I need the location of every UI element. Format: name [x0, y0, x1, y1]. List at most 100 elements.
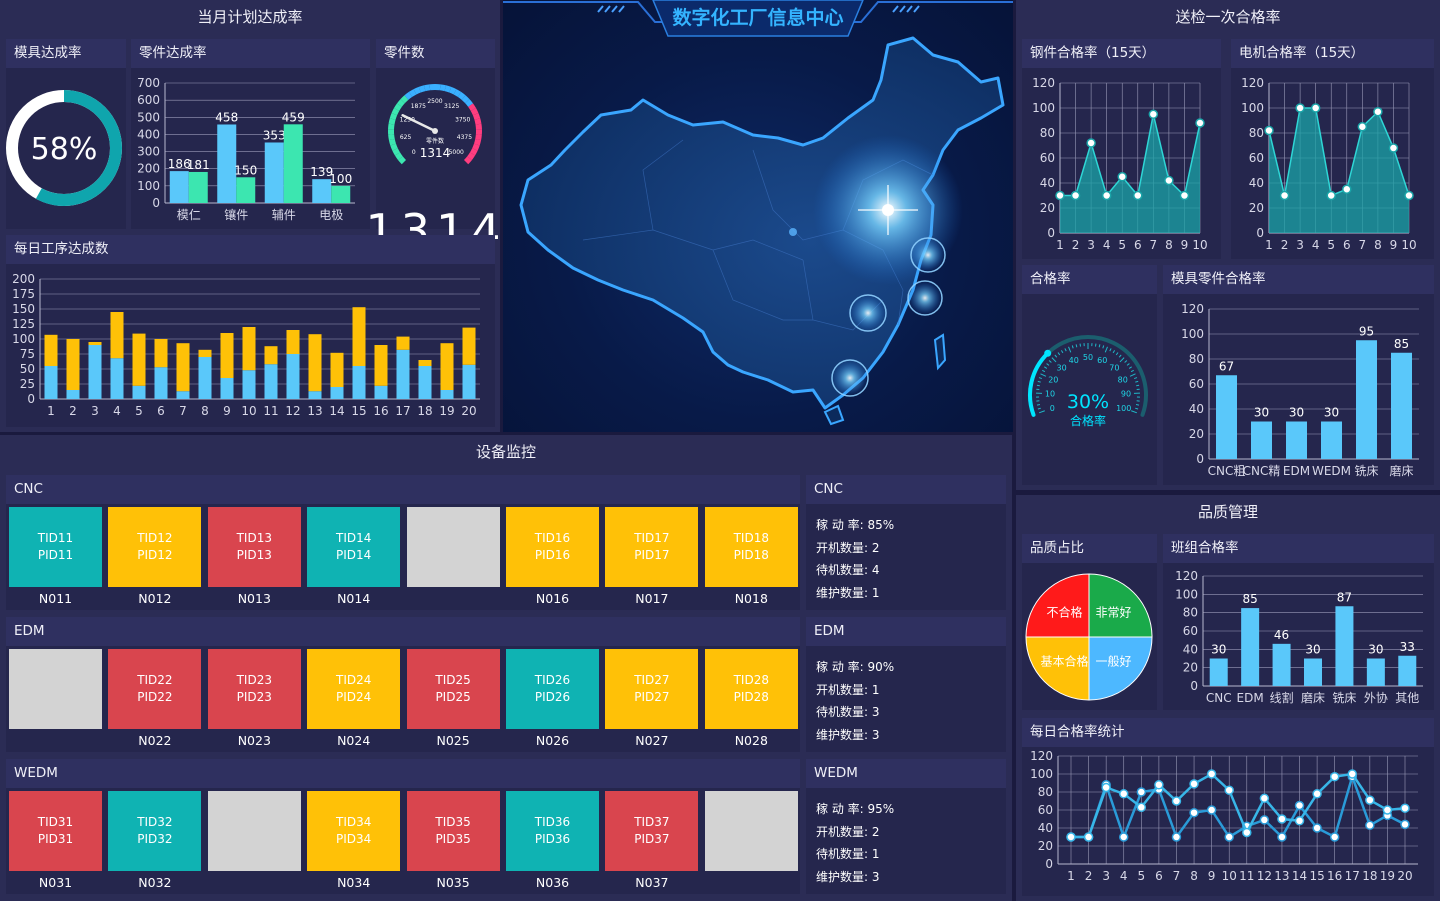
machine-tile[interactable]: TID17 PID17 [605, 507, 699, 587]
machine-pid: PID26 [534, 690, 571, 704]
quality-title: 品质管理 [1197, 503, 1258, 521]
dailypass-point [1294, 800, 1305, 811]
daily-bar-segment [440, 343, 454, 390]
daily-bar-segment [66, 339, 80, 390]
machine-tile[interactable]: TID28 PID28 [704, 649, 798, 729]
equipment-stats-title: EDM [806, 617, 1006, 646]
machine-tile[interactable]: TID12 PID12 [108, 507, 202, 587]
machine-tile[interactable]: TID25 PID25 [406, 649, 500, 729]
machine-tile[interactable]: TID13 PID13 [207, 507, 301, 587]
daily-bar-segment [352, 366, 366, 399]
gauge-arc-segment [468, 103, 477, 112]
gauge-value: 30% [1067, 391, 1109, 413]
moldparts-x-tick: 铣床 [1354, 464, 1378, 478]
machine-tile[interactable]: TID31 PID31 [9, 791, 102, 871]
daily-x-tick: 1 [47, 404, 55, 418]
machine-tile[interactable]: TID35 PID35 [406, 791, 500, 871]
machine-tile[interactable]: TID32 PID32 [108, 791, 202, 871]
dailypass-point [1189, 779, 1199, 789]
steel-y-tick: 100 [1032, 101, 1055, 115]
machine-label: N031 [38, 875, 73, 890]
machine-tile[interactable]: TID11 PID11 [9, 507, 102, 587]
machine-tile[interactable] [406, 507, 500, 587]
daily-y-tick: 200 [12, 272, 35, 286]
machine-tile[interactable]: TID23 PID23 [207, 649, 301, 729]
team-bar-label: 30 [1305, 643, 1320, 657]
dailypass-point [1171, 796, 1182, 806]
moldparts-x-tick: EDM [1283, 464, 1310, 478]
equipment-stat-idle: 待机数量: 1 [816, 847, 880, 862]
machine-tile[interactable] [704, 791, 798, 871]
motor-x-tick: 1 [1265, 238, 1273, 252]
machine-pid: PID37 [634, 832, 670, 846]
quality-share-card: 品质占比 非常好 一般好 基本合格 不合格 [1022, 534, 1157, 710]
gauge-tick-label: 80 [1118, 376, 1128, 385]
machine-tid: TID25 [435, 673, 471, 687]
motor-y-tick: 40 [1249, 176, 1264, 190]
machine-tile[interactable]: TID18 PID18 [704, 507, 798, 587]
machine-tile[interactable]: TID24 PID24 [307, 649, 401, 729]
parts-y-tick: 500 [137, 110, 160, 124]
motor-x-tick: 9 [1390, 238, 1398, 252]
team-bar [1241, 608, 1260, 686]
machine-tile[interactable]: TID27 PID27 [605, 649, 699, 729]
machine-tile[interactable]: TID37 PID37 [605, 791, 699, 871]
gauge-arc-segment [472, 113, 481, 120]
dailypass-y-tick: 100 [1030, 767, 1053, 781]
gauge-tick-label: 1250 [400, 117, 415, 124]
daily-bar-segment [374, 385, 388, 399]
machine-label: N032 [138, 875, 172, 890]
gauge-arc-segment [413, 86, 421, 95]
gauge-arc-segment [467, 152, 476, 161]
gauge-arc-segment [469, 148, 478, 156]
team-y-tick: 120 [1175, 569, 1198, 583]
steel-point [1070, 190, 1081, 201]
motor-x-tick: 2 [1281, 238, 1289, 252]
parts-bar-label: 353 [263, 128, 286, 142]
steel-line [1060, 114, 1201, 198]
gauge-dial-value: 1314 [420, 146, 451, 160]
parts-y-tick: 300 [137, 145, 160, 159]
steel-rate-title: 钢件合格率（15天） [1022, 39, 1221, 68]
daily-x-tick: 16 [373, 404, 388, 418]
gauge-arc-segment [398, 156, 407, 165]
pass-rate-title: 合格率 [1022, 265, 1157, 294]
gauge-tick [1046, 363, 1050, 366]
gauge-tick [1118, 354, 1122, 358]
gauge-arc-segment [394, 152, 403, 161]
parts-bar [236, 177, 256, 203]
pie-slice-label: 一般好 [1095, 654, 1131, 669]
parts-y-tick: 200 [137, 162, 160, 176]
machine-label: N023 [237, 733, 271, 748]
machine-tile[interactable]: TID22 PID22 [108, 649, 202, 729]
daily-x-tick: 10 [241, 404, 256, 418]
dailypass-point [1277, 814, 1287, 824]
moldparts-bar [1251, 421, 1272, 459]
steel-y-tick: 60 [1040, 151, 1055, 165]
motor-x-tick: 5 [1327, 238, 1335, 252]
gauge-sublabel: 合格率 [1070, 413, 1106, 428]
equipment-stat-idle: 待机数量: 4 [816, 563, 880, 578]
daily-bar-segment [154, 367, 168, 399]
machine-tile[interactable] [9, 649, 102, 729]
machine-tile[interactable] [207, 791, 301, 871]
machine-tile[interactable]: TID26 PID26 [506, 649, 599, 729]
machine-tile[interactable]: TID16 PID16 [506, 507, 599, 587]
machine-tile[interactable]: TID14 PID14 [307, 507, 401, 587]
steel-point [1148, 109, 1159, 119]
steel-point [1086, 138, 1096, 148]
daily-bar-segment [352, 307, 366, 366]
machine-pid: PID32 [137, 832, 173, 846]
machine-tid: TID32 [137, 815, 173, 829]
gauge-tick [1119, 357, 1125, 363]
machine-tid: TID23 [236, 673, 272, 687]
daily-bar-segment [198, 357, 212, 399]
daily-bar-segment [396, 349, 410, 399]
gauge-arc-segment [473, 138, 482, 146]
steel-y-tick: 120 [1032, 76, 1055, 90]
dailypass-point [1171, 832, 1182, 842]
machine-tile[interactable]: TID36 PID36 [506, 791, 599, 871]
daily-process-title: 每日工序达成数 [6, 235, 495, 264]
machine-tile[interactable]: TID34 PID34 [307, 791, 401, 871]
